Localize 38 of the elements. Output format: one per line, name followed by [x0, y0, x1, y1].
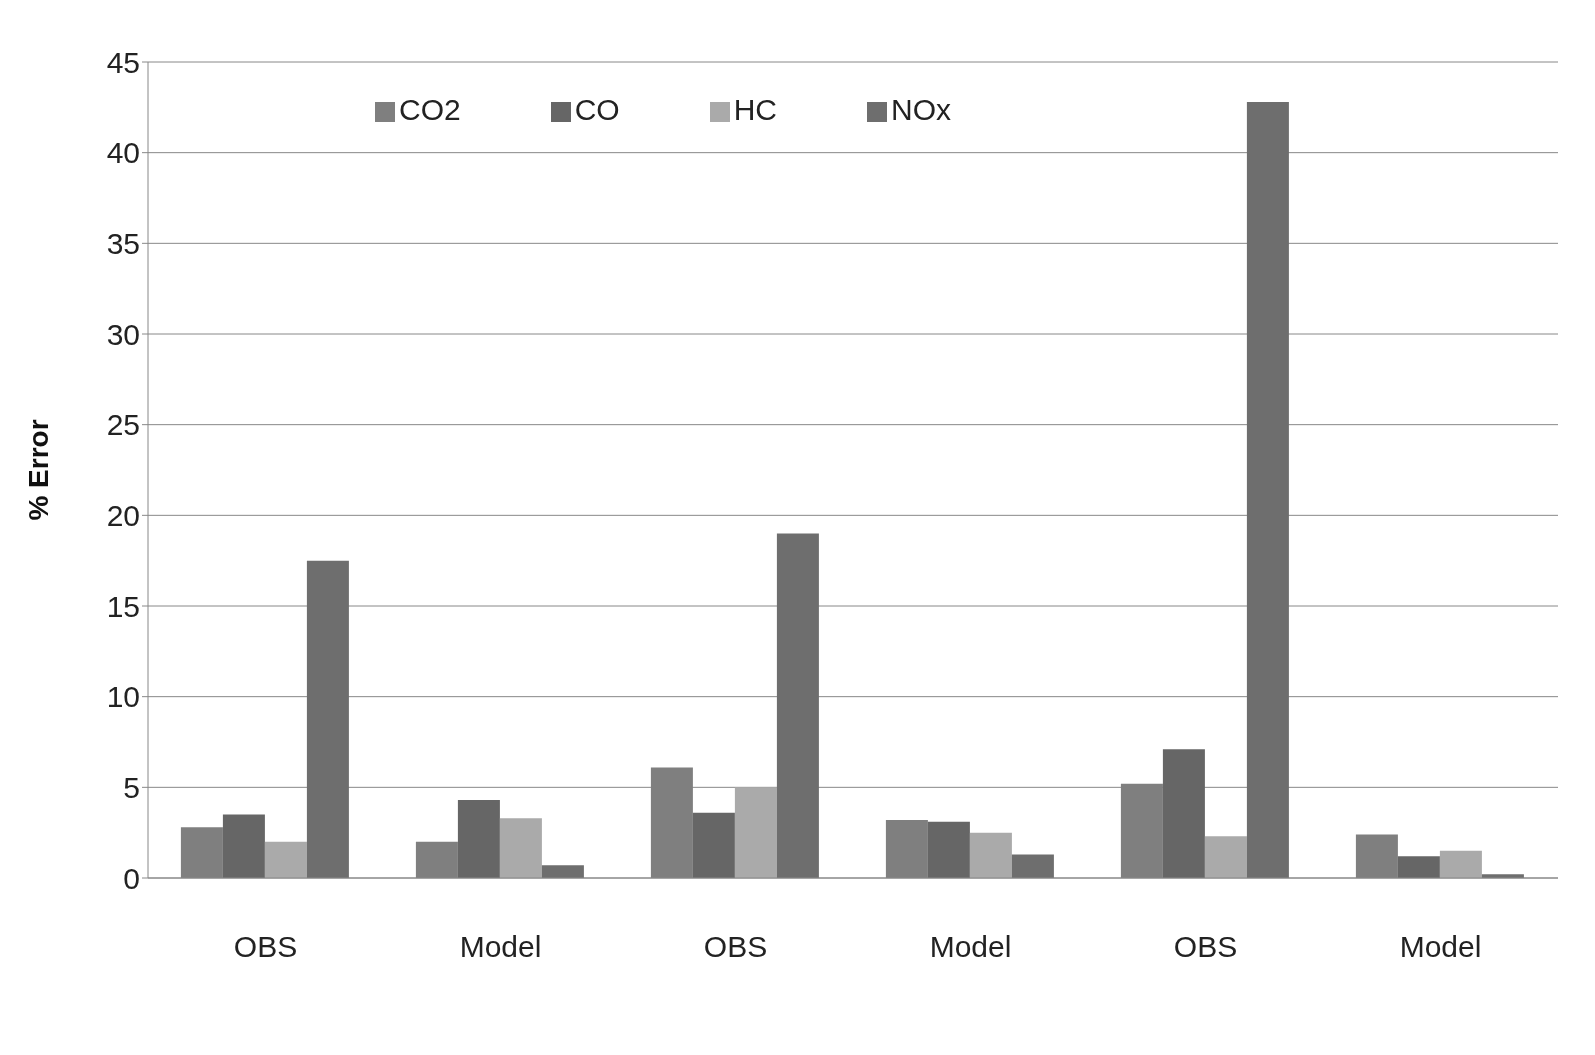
bar — [1246, 101, 1289, 878]
x-tick-label: OBS — [703, 930, 768, 964]
bar — [541, 865, 584, 878]
x-tick-label: Model — [459, 930, 542, 964]
bar — [306, 560, 349, 878]
y-tick-label: 45 — [106, 45, 140, 79]
bar — [1011, 854, 1054, 878]
y-tick-label: 30 — [106, 317, 140, 351]
bar — [1397, 856, 1440, 878]
y-axis-title: % Error — [22, 419, 54, 521]
y-tick-label: 5 — [123, 770, 140, 804]
x-tick-label: Model — [929, 930, 1012, 964]
bar — [969, 832, 1012, 878]
bar — [1439, 850, 1482, 878]
y-tick-label: 15 — [106, 589, 140, 623]
y-tick-label: 10 — [106, 680, 140, 714]
bar — [927, 821, 970, 878]
x-tick-label: OBS — [1173, 930, 1238, 964]
legend-label: HC — [733, 93, 778, 126]
bar — [457, 800, 500, 878]
y-tick-label: 20 — [106, 498, 140, 532]
bar — [692, 812, 735, 878]
y-tick-label: 0 — [123, 861, 140, 895]
y-tick-label: 35 — [106, 226, 140, 260]
bar — [734, 787, 777, 878]
legend-label: CO — [574, 93, 620, 126]
bar — [1162, 749, 1205, 878]
y-tick-label: 25 — [106, 408, 140, 442]
legend-label: NOx — [891, 93, 952, 126]
legend-label: CO2 — [398, 93, 461, 126]
bar — [222, 814, 265, 878]
bar — [1204, 836, 1247, 878]
bar — [264, 841, 307, 878]
bar — [776, 533, 819, 878]
x-tick-label: Model — [1399, 930, 1482, 964]
bar — [499, 818, 542, 878]
y-tick-label: 40 — [106, 136, 140, 170]
x-tick-label: OBS — [233, 930, 298, 964]
